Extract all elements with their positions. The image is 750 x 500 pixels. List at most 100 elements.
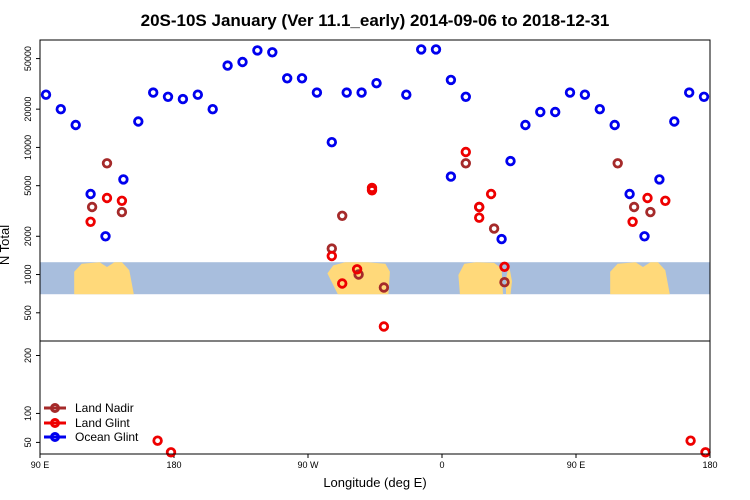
x-tick-label-4: 90 E (567, 460, 586, 470)
ocean-glint-point-22 (371, 77, 382, 89)
ocean-glint-point-39 (639, 231, 650, 242)
ocean-glint-point-43 (698, 91, 710, 102)
land-glint-point-18 (165, 447, 177, 458)
data-points (40, 44, 711, 458)
ocean-glint-point-40 (654, 174, 665, 185)
legend-item-land-nadir: Land Nadir (44, 401, 134, 415)
y-tick-label-lower-1: 100 (23, 406, 33, 421)
ocean-glint-point-35 (579, 89, 591, 100)
x-axis-label: Longitude (deg E) (323, 475, 426, 490)
ocean-glint-point-3 (85, 188, 96, 200)
ocean-glint-point-42 (684, 87, 695, 98)
y-tick-label-lower-0: 50 (23, 437, 33, 447)
ocean-glint-point-14 (252, 45, 263, 56)
ocean-glint-point-17 (296, 73, 308, 84)
y-tick-label-upper-5: 20000 (23, 97, 33, 122)
legend-marker-ocean-glint (50, 432, 60, 442)
land-glint-point-16 (660, 195, 671, 206)
ocean-glint-point-23 (401, 89, 412, 100)
legend-label-land-nadir: Land Nadir (75, 401, 134, 415)
y-tick-label-upper-3: 5000 (23, 176, 33, 196)
ocean-glint-point-20 (341, 87, 352, 98)
land-nadir-point-1 (86, 201, 98, 213)
legend-label-ocean-glint: Ocean Glint (75, 430, 139, 444)
land-nadir-point-5 (353, 269, 364, 280)
land-masses (74, 262, 670, 295)
ocean-glint-point-0 (40, 89, 52, 100)
x-tick-label-3: 0 (439, 460, 444, 470)
land-glint-point-7 (366, 185, 378, 196)
ocean-glint-point-27 (460, 91, 471, 102)
y-tick-label-upper-6: 50000 (23, 46, 33, 71)
land-australia-left (74, 262, 134, 295)
ocean-glint-point-30 (505, 155, 516, 167)
ocean-glint-point-7 (147, 87, 159, 98)
ocean-glint-point-13 (237, 56, 248, 68)
land-glint-point-17 (152, 435, 163, 446)
land-glint-point-2 (116, 195, 128, 206)
legend-marker-land-nadir (50, 403, 60, 413)
land-glint-point-5 (351, 264, 363, 275)
ocean-glint-point-36 (594, 103, 605, 115)
legend-label-land-glint: Land Glint (75, 416, 130, 430)
ocean-glint-point-5 (118, 174, 129, 185)
land-glint-point-12 (485, 188, 497, 200)
ocean-glint-point-11 (207, 103, 218, 115)
world-map-strip (40, 262, 710, 295)
land-glint-point-14 (627, 216, 638, 227)
land-australia-right (610, 262, 670, 295)
ocean-glint-point-32 (535, 106, 546, 118)
ocean-glint-point-25 (430, 44, 442, 55)
ocean-glint-point-8 (162, 91, 174, 102)
x-tick-label-1: 180 (166, 460, 181, 470)
ocean-glint-point-29 (496, 233, 507, 245)
y-tick-label-upper-4: 10000 (23, 135, 33, 160)
ocean-glint-point-15 (267, 47, 278, 58)
ocean-glint-point-41 (669, 116, 680, 127)
ocean-glint-point-1 (55, 103, 66, 115)
axis-ticks: 90 E 180 90 W 0 90 E 180 500 1000 2000 5000 10000 2… (23, 46, 718, 470)
ocean-glint-point-31 (520, 119, 531, 131)
land-africa (458, 262, 503, 295)
land-glint-point-19 (685, 435, 696, 446)
ocean-glint-point-37 (609, 119, 620, 131)
y-tick-label-upper-0: 500 (23, 305, 33, 320)
legend: Land Nadir Land Glint Ocean Glint (44, 401, 139, 444)
ocean-glint-point-10 (192, 89, 203, 100)
ocean-glint-point-28 (445, 171, 457, 182)
land-glint-point-8 (378, 321, 390, 332)
ocean-glint-point-19 (326, 136, 337, 148)
y-tick-label-lower-2: 200 (23, 348, 33, 363)
y-tick-label-upper-2: 2000 (23, 226, 33, 246)
ocean-glint-point-12 (222, 60, 233, 71)
chart-title: 20S-10S January (Ver 11.1_early) 2014-09… (141, 11, 610, 30)
legend-item-land-glint: Land Glint (44, 416, 130, 430)
x-tick-label-0: 90 E (31, 460, 50, 470)
land-nadir-point-7 (460, 158, 471, 169)
ocean-glint-point-33 (550, 106, 561, 118)
land-nadir-point-9 (488, 223, 500, 234)
lower-panel-frame (39, 340, 711, 455)
land-nadir-point-6 (378, 282, 390, 293)
y-axis-label: N Total (0, 225, 12, 265)
land-glint-point-4 (337, 278, 348, 289)
legend-marker-land-glint (50, 418, 60, 428)
y-tick-label-upper-1: 1000 (23, 265, 33, 285)
legend-item-ocean-glint: Ocean Glint (44, 430, 139, 444)
land-glint-point-11 (474, 212, 485, 223)
ocean-glint-point-18 (311, 87, 323, 98)
ocean-glint-point-38 (624, 188, 635, 200)
ocean-glint-point-26 (445, 74, 457, 86)
x-tick-label-2: 90 W (297, 460, 319, 470)
land-nadir-point-13 (645, 206, 656, 218)
ocean-glint-point-24 (416, 44, 427, 55)
land-glint-point-15 (642, 192, 653, 204)
ocean-glint-point-9 (177, 93, 189, 105)
land-glint-point-20 (700, 447, 711, 458)
ocean-glint-point-6 (133, 116, 144, 127)
land-glint-point-9 (460, 146, 471, 158)
land-nadir-point-4 (337, 210, 348, 221)
x-tick-label-5: 180 (702, 460, 717, 470)
ocean-glint-point-34 (564, 87, 576, 98)
